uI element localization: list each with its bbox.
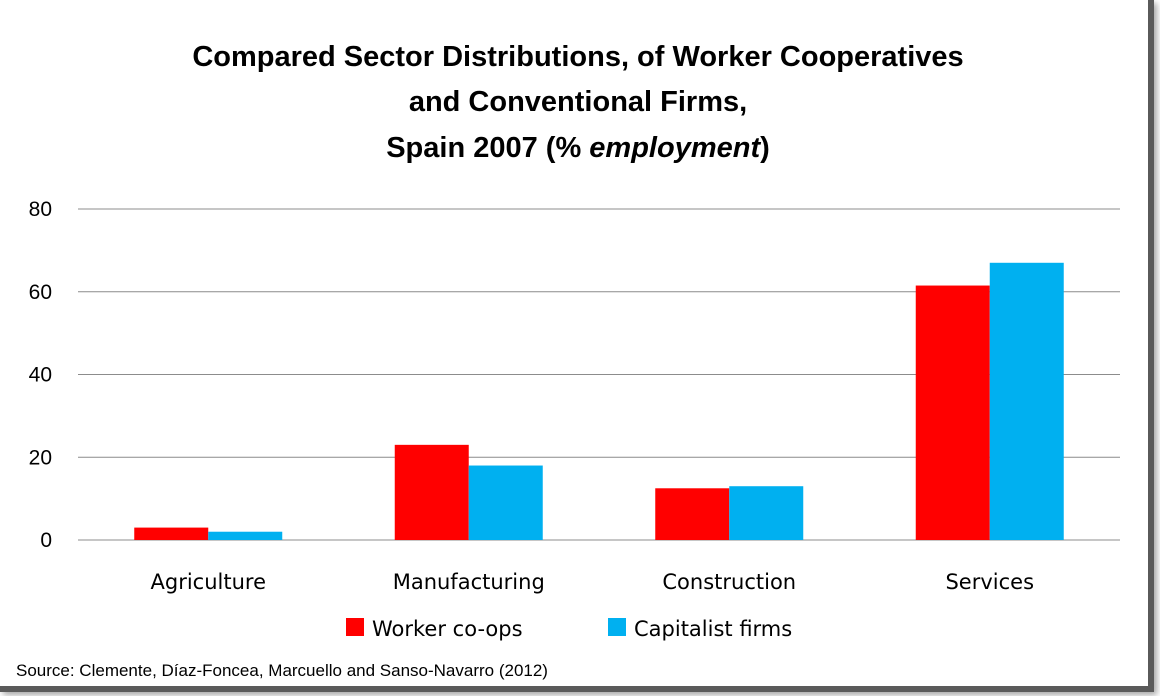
bar-worker-co-ops-construction — [655, 488, 730, 540]
x-category-label-services: Services — [945, 570, 1034, 594]
legend-label-capitalist-firms: Capitalist firms — [634, 617, 792, 641]
x-category-label-construction: Construction — [662, 570, 796, 594]
legend: Worker co-ops Capitalist firms — [346, 617, 792, 641]
bar-worker-co-ops-services — [915, 285, 990, 540]
chart-title-line-3-start: Spain 2007 (% — [386, 132, 589, 164]
y-tick-label-40: 40 — [29, 364, 52, 387]
legend-swatch-worker-co-ops — [346, 618, 364, 636]
bar-worker-co-ops-manufacturing — [394, 444, 469, 540]
x-axis-category-labels: Agriculture Manufacturing Construction Serv… — [151, 570, 1035, 594]
y-tick-label-60: 60 — [29, 281, 52, 304]
bar-capitalist-firms-agriculture — [208, 531, 283, 540]
bar-capitalist-firms-construction — [729, 486, 804, 540]
bar-capitalist-firms-services — [989, 262, 1064, 540]
bar-worker-co-ops-agriculture — [134, 527, 209, 540]
chart-title-line-3: Spain 2007 (% employment) — [386, 132, 770, 164]
y-tick-label-20: 20 — [29, 446, 52, 469]
chart-title-line-3-end: ) — [760, 132, 770, 164]
bar-capitalist-firms-manufacturing — [468, 465, 543, 540]
y-axis-tick-labels: 0 20 40 60 80 — [29, 198, 52, 552]
x-category-label-manufacturing: Manufacturing — [393, 570, 545, 594]
source-note: Source: Clemente, Díaz-Foncea, Marcuello… — [16, 661, 548, 680]
chart-title-line-1: Compared Sector Distributions, of Worker… — [192, 41, 963, 73]
y-tick-label-0: 0 — [40, 529, 52, 552]
chart-title-line-2: and Conventional Firms, — [409, 86, 747, 118]
bars — [134, 262, 1064, 540]
legend-label-worker-co-ops: Worker co-ops — [372, 617, 523, 641]
legend-swatch-capitalist-firms — [608, 618, 626, 636]
chart-canvas: Compared Sector Distributions, of Worker… — [16, 41, 1120, 680]
x-category-label-agriculture: Agriculture — [151, 570, 267, 594]
chart-title-line-3-italic: employment — [589, 132, 761, 164]
y-tick-label-80: 80 — [29, 198, 52, 221]
